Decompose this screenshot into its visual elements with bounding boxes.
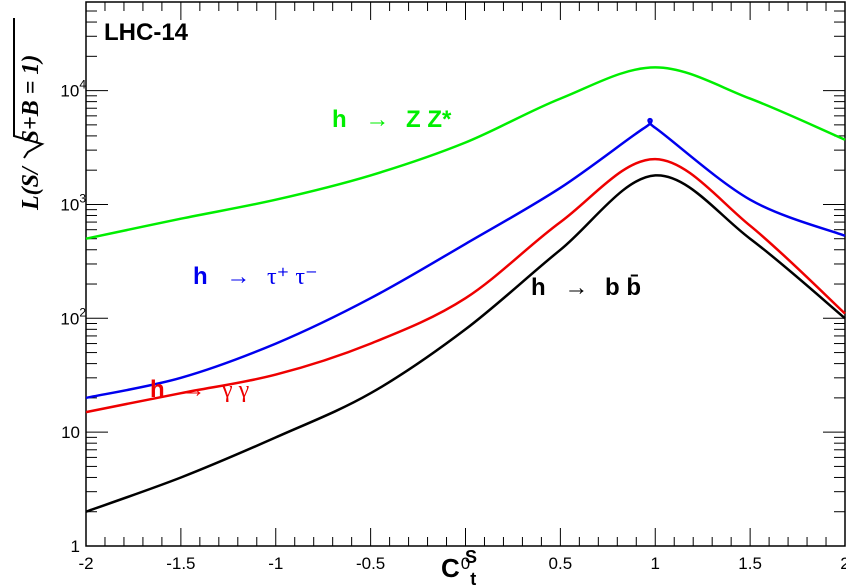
x-tick-label: 0 xyxy=(461,554,470,573)
series-label-tautau-text: h → τ⁺ τ⁻ xyxy=(193,263,318,290)
x-tick-label: -0.5 xyxy=(356,554,385,573)
x-tick-label: -2 xyxy=(78,554,93,573)
tick-labels: -2 -1.5 -1 -0.5 0 0.5 1 1.5 2 1 10 102 103 104 xyxy=(60,78,846,573)
series-label-zz-text: h → Z Z* xyxy=(332,106,452,133)
x-tick-label: 2 xyxy=(840,554,846,573)
series-label-gammagamma-text: h → γ γ xyxy=(150,376,250,403)
series-label-bb-text: h → b b̄ xyxy=(531,274,641,301)
y-tick-label: 1 xyxy=(71,537,80,556)
x-tick-label: 0.5 xyxy=(549,554,573,573)
series-lines xyxy=(85,66,846,513)
series-label-gammagamma: h → γ γ xyxy=(150,376,250,403)
axis-ticks xyxy=(85,1,846,547)
x-tick-label: -1.5 xyxy=(166,554,195,573)
y-axis-label: L(S/ S+B = 1) xyxy=(13,18,45,211)
x-axis-label: C S t xyxy=(441,539,484,587)
series-label-zz: h → Z Z* xyxy=(332,106,452,133)
x-tick-label: 1 xyxy=(651,554,660,573)
series-line-1 xyxy=(85,117,846,400)
y-tick-label: 10 xyxy=(61,423,80,442)
series-label-bb: h → b b̄ xyxy=(531,274,641,301)
series-label-tautau: h → τ⁺ τ⁻ xyxy=(193,263,318,290)
y-tick-label: 102 xyxy=(60,305,86,328)
y-axis-label-text: L(S/ S+B = 1) xyxy=(18,55,44,211)
series-line-2 xyxy=(85,157,846,414)
series-line-3 xyxy=(85,174,846,513)
y-tick-label: 103 xyxy=(60,191,86,214)
x-tick-label: 1.5 xyxy=(738,554,762,573)
sqrt-sign xyxy=(13,18,45,159)
y-tick-label: 104 xyxy=(60,78,86,101)
x-tick-label: -1 xyxy=(268,554,283,573)
chart-title: LHC-14 xyxy=(104,19,189,46)
series-line-0 xyxy=(85,66,846,240)
